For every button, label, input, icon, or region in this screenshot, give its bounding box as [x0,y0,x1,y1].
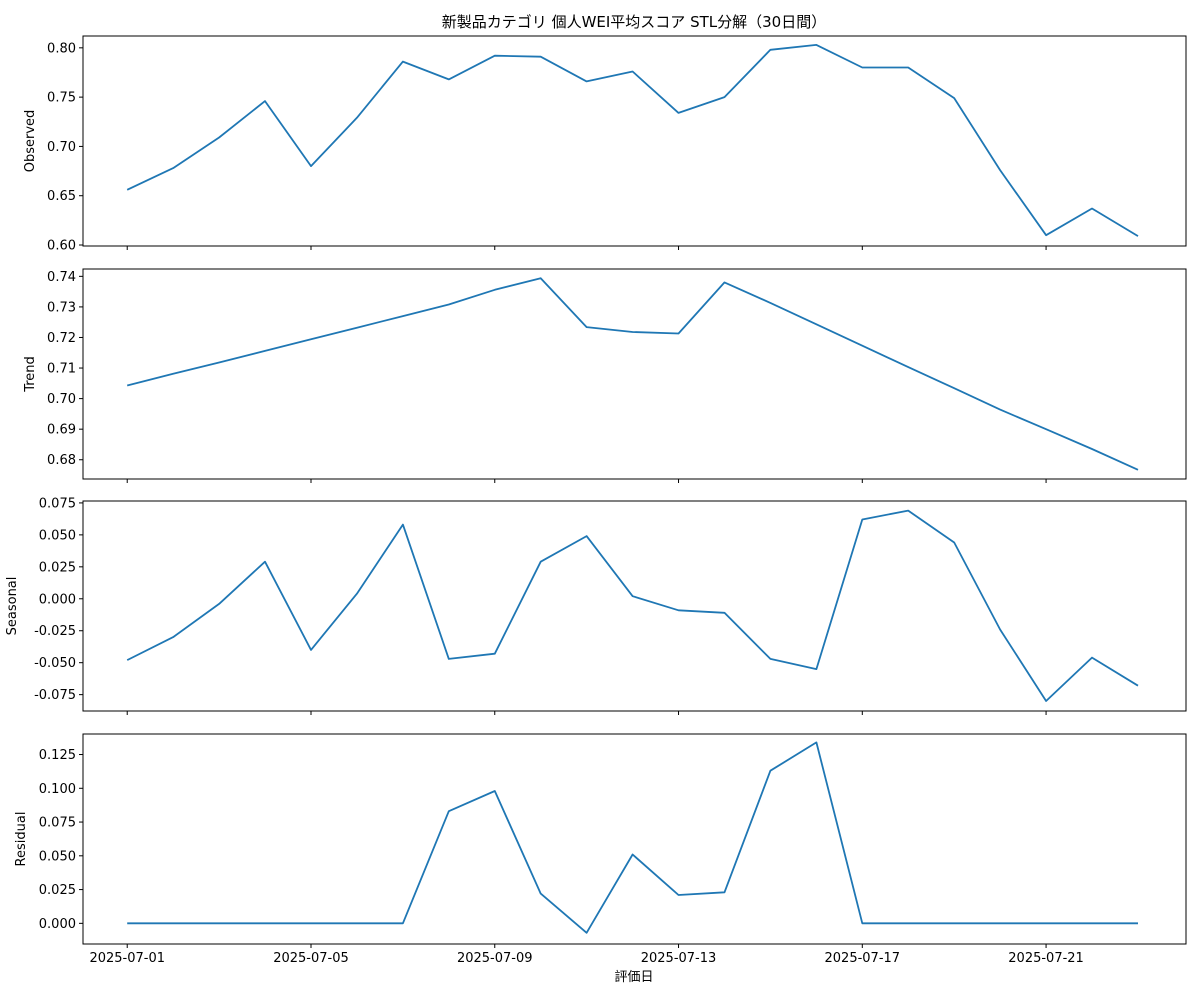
chart-title: 新製品カテゴリ 個人WEI平均スコア STL分解（30日間） [442,13,826,31]
panel-observed: 0.60 0.65 0.70 0.75 0.80 Observed [23,35,1187,254]
y-tick-label: 0.74 [47,270,76,285]
y-tick-label: -0.075 [34,688,76,703]
y-tick-label: 0.125 [39,748,76,763]
y-tick-label: 0.075 [39,816,76,831]
y-tick-label: 0.75 [47,91,76,106]
plot-frame [82,268,1187,480]
y-tick-label: 0.70 [47,140,76,155]
panel-seasonal: -0.075 -0.050 -0.025 0.000 0.025 0.050 0.075 Se… [5,496,1187,715]
y-tick-label: 0.075 [39,496,76,511]
panels-group: 0.60 0.65 0.70 0.75 0.80 Observed 0.68 0.69 0.70… [5,35,1187,966]
x-axis-label: 評価日 [614,970,653,985]
y-tick-label: 0.71 [47,362,76,377]
y-tick-label: 0.68 [47,453,76,468]
x-tick-label: 2025-07-01 [89,951,165,966]
y-tick-label: 0.050 [39,528,76,543]
x-tick-label: 2025-07-09 [457,951,533,966]
y-tick-label: -0.050 [34,656,76,671]
y-axis-label: Residual [14,812,29,867]
y-tick-label: 0.60 [47,239,76,254]
y-tick-label: 0.70 [47,392,76,407]
series-line-residual [127,741,1138,934]
series-line-seasonal [126,509,1139,702]
y-tick-label: 0.000 [39,592,76,607]
y-tick-label: 0.050 [39,849,76,864]
y-tick-label: 0.80 [47,41,76,56]
y-tick-label: -0.025 [34,624,76,639]
plot-frame [82,733,1187,945]
series-line-trend [126,277,1139,471]
panel-trend: 0.68 0.69 0.70 0.71 0.72 0.73 0.74 Trend [23,268,1187,483]
y-tick-label: 0.100 [39,782,76,797]
x-tick-label: 2025-07-17 [825,951,901,966]
y-tick-label: 0.025 [39,883,76,898]
y-tick-label: 0.72 [47,331,76,346]
series-line-observed [126,44,1139,237]
y-tick-label: 0.025 [39,560,76,575]
x-tick-label: 2025-07-05 [273,951,349,966]
y-axis-label: Trend [23,356,38,393]
y-tick-label: 0.69 [47,423,76,438]
panel-residual: 0.000 0.025 0.050 0.075 0.100 0.125 2025-07-01… [14,733,1187,966]
x-tick-label: 2025-07-13 [641,951,717,966]
x-tick-label: 2025-07-21 [1008,951,1084,966]
y-axis-label: Seasonal [5,577,20,636]
y-tick-label: 0.73 [47,300,76,315]
y-tick-label: 0.65 [47,189,76,204]
y-tick-label: 0.000 [39,917,76,932]
plot-frame [82,35,1187,247]
plot-frame [82,500,1187,712]
y-axis-label: Observed [23,110,38,173]
